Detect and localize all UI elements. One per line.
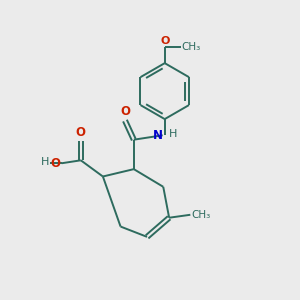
Text: O: O: [160, 36, 169, 46]
Text: H: H: [41, 157, 49, 167]
Text: O: O: [51, 157, 61, 170]
Text: CH₃: CH₃: [191, 210, 211, 220]
Text: O: O: [76, 126, 86, 139]
Text: N: N: [153, 129, 163, 142]
Text: CH₃: CH₃: [182, 42, 201, 52]
Text: O: O: [120, 105, 130, 118]
Text: H: H: [169, 129, 177, 139]
